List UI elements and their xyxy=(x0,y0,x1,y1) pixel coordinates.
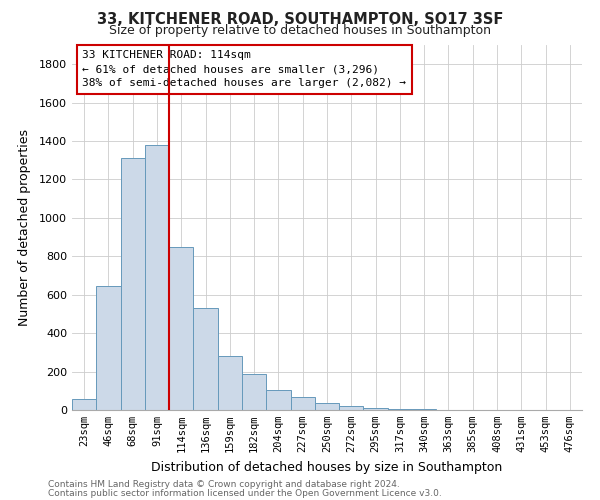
Bar xyxy=(218,356,242,410)
Bar xyxy=(388,409,412,410)
Y-axis label: Number of detached properties: Number of detached properties xyxy=(17,129,31,326)
Bar xyxy=(169,246,193,410)
Bar xyxy=(266,390,290,410)
Bar xyxy=(193,308,218,410)
Text: Size of property relative to detached houses in Southampton: Size of property relative to detached ho… xyxy=(109,24,491,37)
Text: 33 KITCHENER ROAD: 114sqm
← 61% of detached houses are smaller (3,296)
38% of se: 33 KITCHENER ROAD: 114sqm ← 61% of detac… xyxy=(82,50,406,88)
Bar xyxy=(145,145,169,410)
Bar xyxy=(315,404,339,410)
Bar xyxy=(72,400,96,410)
X-axis label: Distribution of detached houses by size in Southampton: Distribution of detached houses by size … xyxy=(151,460,503,473)
Bar xyxy=(242,374,266,410)
Text: 33, KITCHENER ROAD, SOUTHAMPTON, SO17 3SF: 33, KITCHENER ROAD, SOUTHAMPTON, SO17 3S… xyxy=(97,12,503,28)
Bar xyxy=(121,158,145,410)
Bar xyxy=(364,408,388,410)
Bar xyxy=(339,406,364,410)
Bar xyxy=(96,286,121,410)
Bar xyxy=(290,397,315,410)
Text: Contains HM Land Registry data © Crown copyright and database right 2024.: Contains HM Land Registry data © Crown c… xyxy=(48,480,400,489)
Text: Contains public sector information licensed under the Open Government Licence v3: Contains public sector information licen… xyxy=(48,488,442,498)
